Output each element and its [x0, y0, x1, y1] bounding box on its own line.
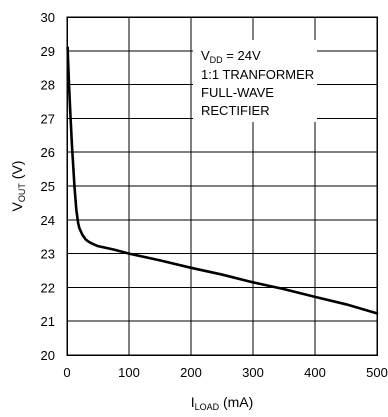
- y-tick-label: 25: [41, 179, 55, 194]
- y-tick-label: 22: [41, 280, 55, 295]
- x-tick-label: 100: [118, 365, 140, 380]
- y-tick-label: 30: [41, 10, 55, 25]
- y-tick-label: 27: [41, 111, 55, 126]
- plot-frame: [66, 16, 378, 356]
- y-tick-label: 21: [41, 314, 55, 329]
- annotation-line-3: FULL-WAVE: [201, 85, 274, 100]
- y-tick-label: 26: [41, 145, 55, 160]
- y-tick-label: 20: [41, 348, 55, 363]
- series-group: [66, 46, 379, 315]
- x-tick-label: 500: [366, 365, 388, 380]
- x-tick-label: 0: [63, 365, 70, 380]
- annotation-line-1: VDD = 24V: [201, 48, 261, 65]
- y-tick-label: 29: [41, 44, 55, 59]
- x-tick-label: 200: [180, 365, 202, 380]
- x-tick-label: 300: [242, 365, 264, 380]
- annotation-line-2: 1:1 TRANFORMER: [201, 67, 314, 82]
- y-axis-label: VOUT (V): [9, 161, 27, 212]
- y-tick-label: 24: [41, 213, 55, 228]
- annotation-background: [193, 40, 317, 122]
- x-axis-label: ILOAD (mA): [191, 394, 254, 412]
- annotation-box: [193, 40, 317, 122]
- x-tick-label: 400: [304, 365, 326, 380]
- y-tick-label: 28: [41, 78, 55, 93]
- annotation-line-4: RECTIFIER: [201, 103, 270, 118]
- series-line: [66, 46, 379, 315]
- y-tick-label: 23: [41, 247, 55, 262]
- tick-labels: 0 100 200 300 400 500 20 21 22 23 24 25 26 27 28 29 30: [41, 10, 388, 380]
